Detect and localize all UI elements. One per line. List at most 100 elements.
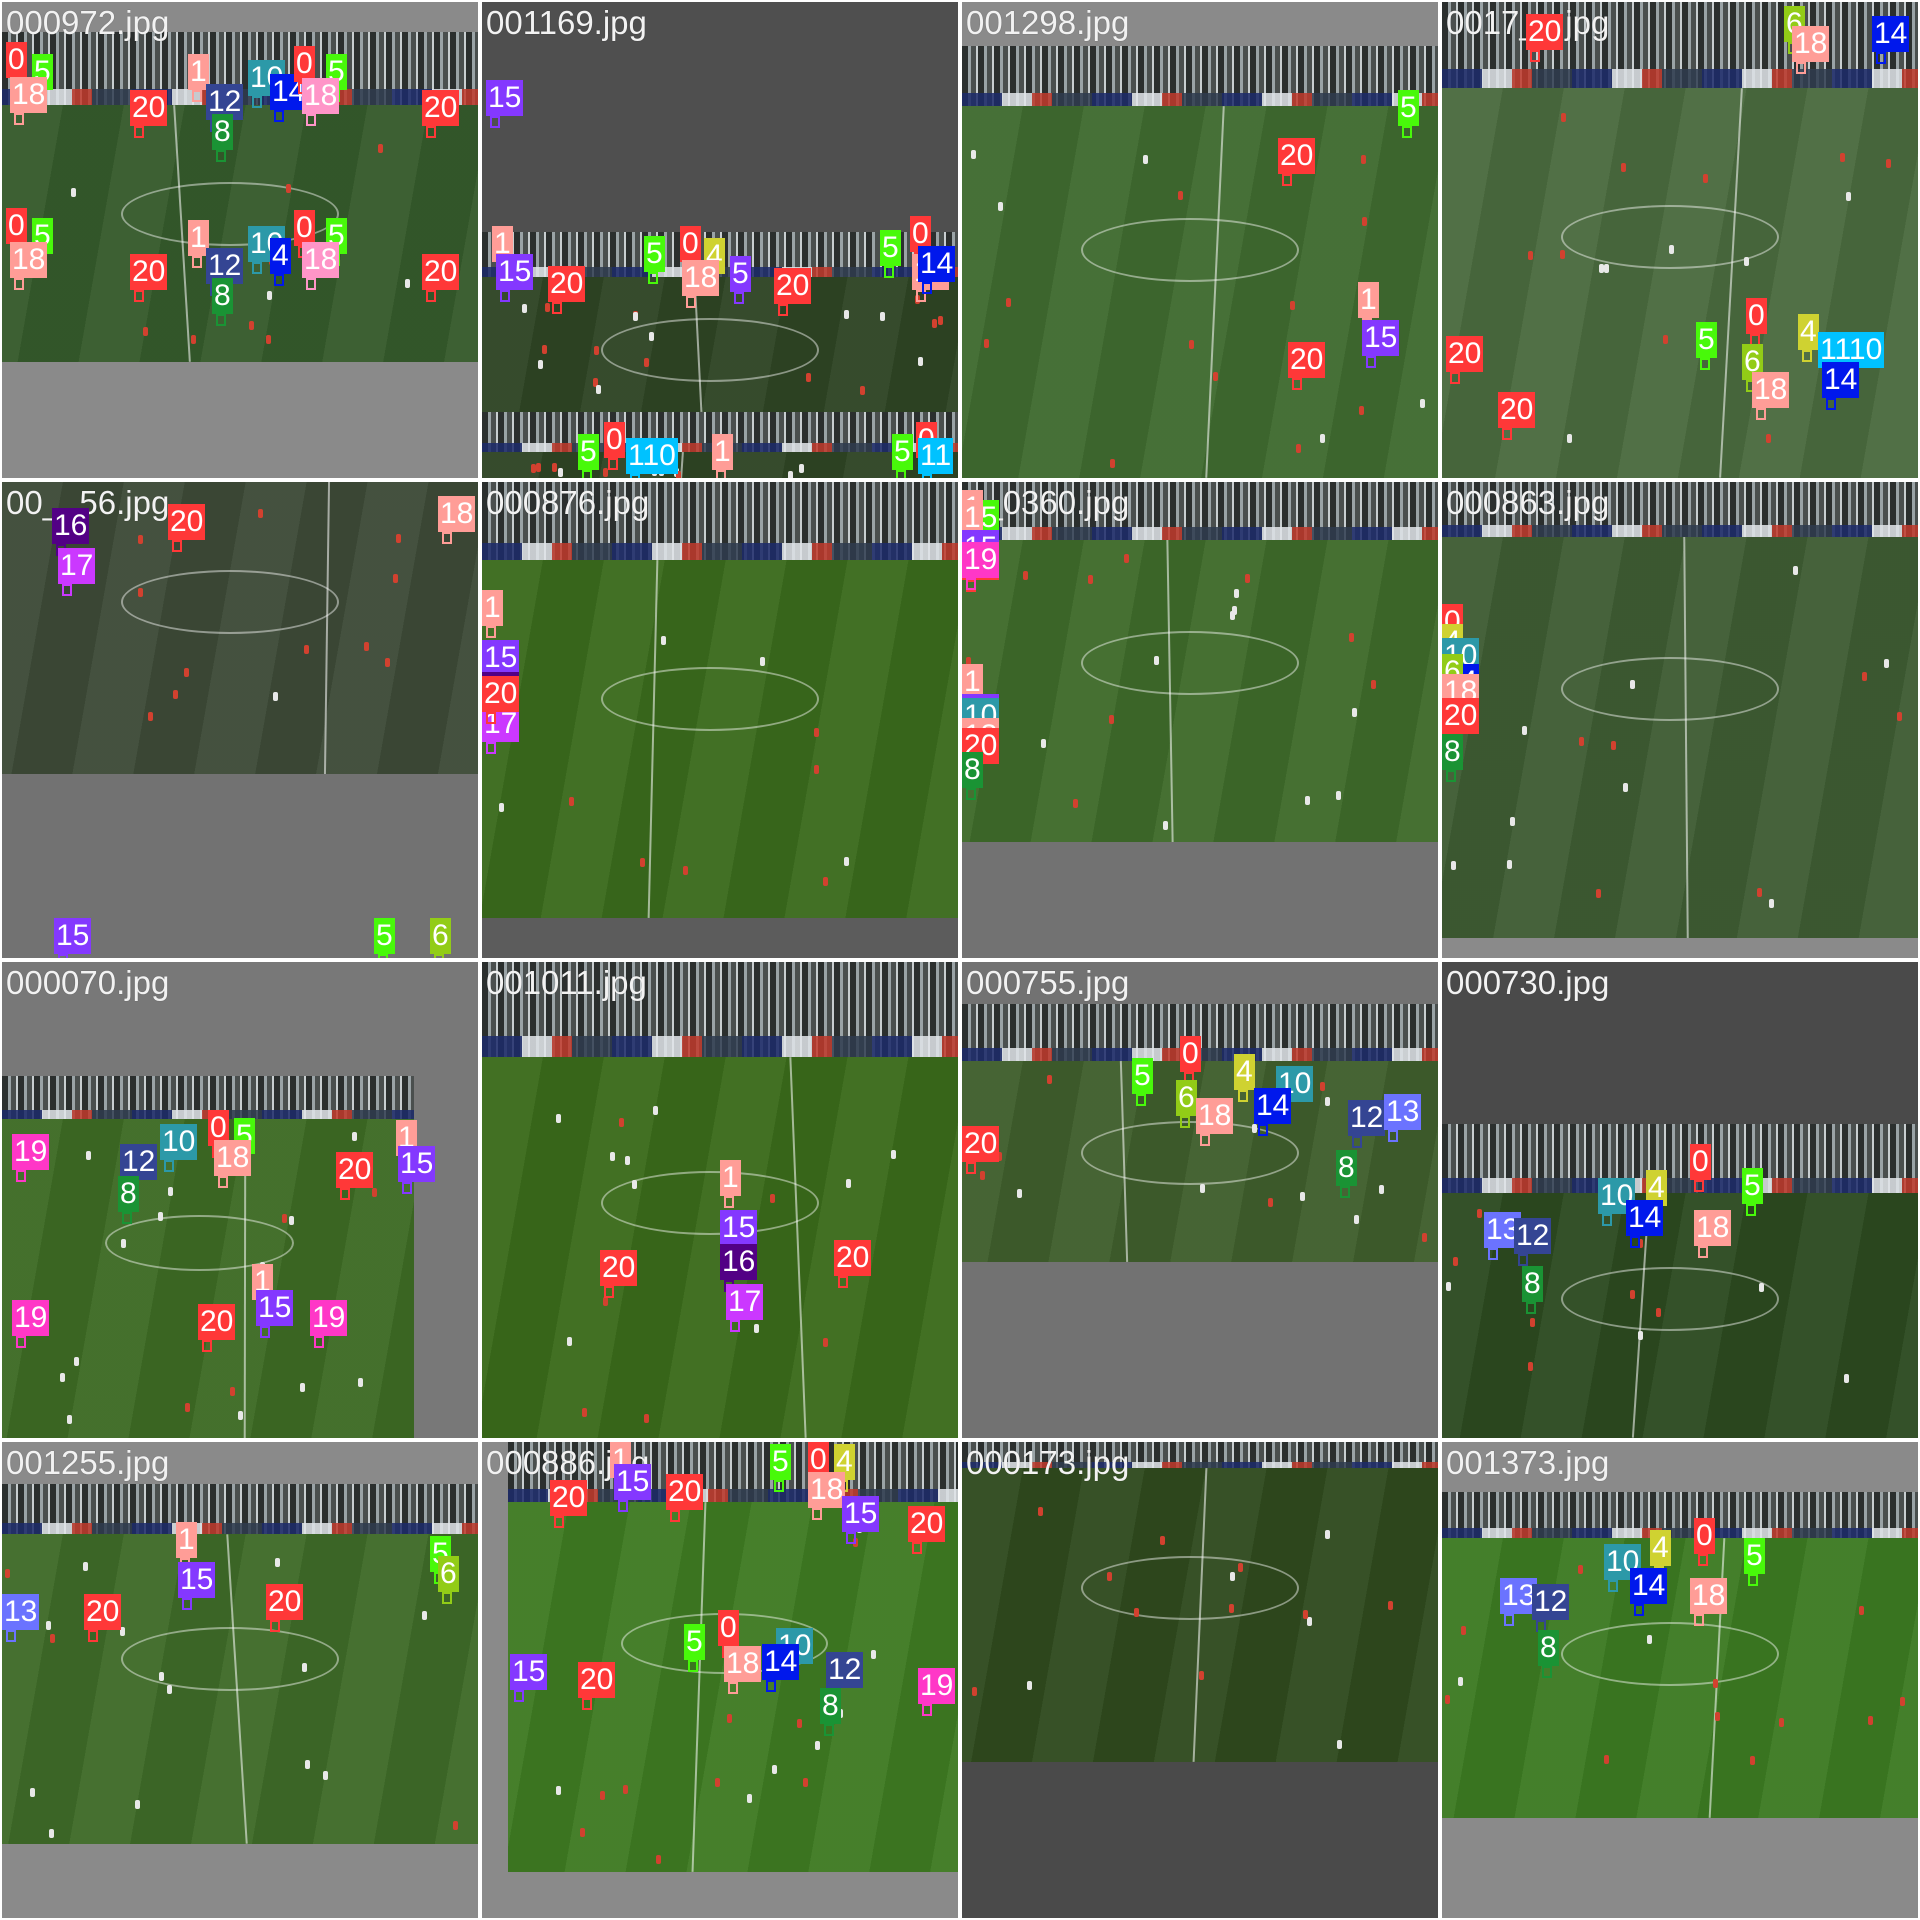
- player: [138, 535, 143, 544]
- class-label: 20: [834, 1240, 872, 1276]
- player: [580, 1828, 585, 1837]
- player: [860, 386, 865, 395]
- player: [656, 1855, 661, 1864]
- player: [891, 1150, 896, 1159]
- image-tile: 001169.jpg151152050418520501814501101501…: [482, 2, 958, 478]
- player: [803, 1778, 808, 1787]
- class-label: 4: [1646, 1170, 1667, 1206]
- filename-label: 000972.jpg: [6, 4, 170, 41]
- player: [1073, 799, 1078, 808]
- class-label: 5: [892, 434, 913, 470]
- player: [1599, 264, 1604, 273]
- detection-box: [1756, 408, 1766, 420]
- player: [1510, 817, 1515, 826]
- detection-box: [426, 290, 436, 302]
- center-circle: [601, 667, 819, 731]
- player: [71, 188, 76, 197]
- player: [997, 1152, 1002, 1161]
- player: [966, 657, 971, 666]
- player: [1663, 335, 1668, 344]
- player: [1422, 1233, 1427, 1242]
- player: [1349, 633, 1354, 642]
- player: [1458, 1677, 1463, 1686]
- player: [1238, 1563, 1243, 1572]
- image-tile: 00__56.jpg 15 16 17 20 5 6 18: [2, 482, 478, 958]
- detection-box: [486, 742, 496, 754]
- class-label: 0: [1690, 1144, 1711, 1180]
- player: [1232, 606, 1237, 615]
- detection-box: [134, 126, 144, 138]
- class-label: 8: [962, 752, 983, 788]
- player: [1846, 192, 1851, 201]
- player: [1859, 1606, 1864, 1615]
- stadium-stands: [962, 46, 1438, 106]
- class-label: 14: [1872, 16, 1910, 52]
- image-tile: 000730.jpg 0 5 10 4 14 18 13 12 8: [1442, 962, 1918, 1438]
- class-label: 12: [1348, 1100, 1386, 1136]
- player: [823, 877, 828, 886]
- detection-box: [1282, 174, 1292, 186]
- class-label: 6: [430, 918, 451, 954]
- class-label: 13: [1384, 1094, 1422, 1130]
- detection-box: [1748, 1574, 1758, 1586]
- class-label: 1: [188, 54, 209, 90]
- player: [286, 184, 291, 193]
- player: [542, 345, 547, 354]
- class-label: 14: [1254, 1088, 1292, 1124]
- player: [1507, 860, 1512, 869]
- player: [1779, 1718, 1784, 1727]
- class-label: 6: [1742, 344, 1763, 380]
- player: [1023, 571, 1028, 580]
- player: [1143, 155, 1148, 164]
- player: [610, 1152, 615, 1161]
- detection-box: [1694, 1614, 1704, 1626]
- player: [649, 332, 654, 341]
- player: [1744, 257, 1749, 266]
- player: [1862, 672, 1867, 681]
- class-label: 15: [510, 1654, 548, 1690]
- detection-box: [618, 1500, 628, 1512]
- detection-box: [306, 278, 316, 290]
- detection-box: [1402, 126, 1412, 138]
- player: [814, 728, 819, 737]
- player: [50, 1634, 55, 1643]
- player: [1354, 1215, 1359, 1224]
- player: [266, 335, 271, 344]
- player: [593, 378, 598, 387]
- detection-box: [1238, 1090, 1248, 1102]
- player: [536, 463, 541, 472]
- player: [185, 1403, 190, 1412]
- player: [453, 1821, 458, 1830]
- class-label: 5: [684, 1624, 705, 1660]
- detection-box: [1292, 378, 1302, 390]
- class-label: 18: [682, 260, 720, 296]
- detection-box: [1352, 1136, 1362, 1148]
- center-circle: [601, 318, 819, 382]
- detection-box: [6, 1630, 16, 1642]
- class-label: 8: [212, 114, 233, 150]
- detection-box: [670, 1510, 680, 1522]
- player: [1884, 659, 1889, 668]
- player: [1759, 1283, 1764, 1292]
- image-tile: 000972.jpg 0 5 18 1 12 10 14 0 5 18 20 20 8 0 5 18 1 12 10 4…: [2, 2, 478, 478]
- center-circle: [121, 1627, 339, 1691]
- detection-box: [1802, 350, 1812, 362]
- class-label: 1: [1358, 282, 1379, 318]
- field-photo: [962, 46, 1438, 478]
- class-label: 20: [550, 1480, 588, 1516]
- player: [1163, 821, 1168, 830]
- detection-box: [192, 256, 202, 268]
- player: [676, 471, 681, 478]
- player: [1325, 1097, 1330, 1106]
- detection-box: [182, 1598, 192, 1610]
- player: [871, 1650, 876, 1659]
- detection-box: [1698, 1554, 1708, 1566]
- player: [1604, 1755, 1609, 1764]
- class-label: 10: [160, 1124, 198, 1160]
- detection-box: [192, 90, 202, 102]
- class-label: 14: [1630, 1568, 1668, 1604]
- class-label: 1: [962, 500, 983, 536]
- class-label: 6: [438, 1556, 459, 1592]
- player: [138, 588, 143, 597]
- class-label: 18: [1792, 26, 1830, 62]
